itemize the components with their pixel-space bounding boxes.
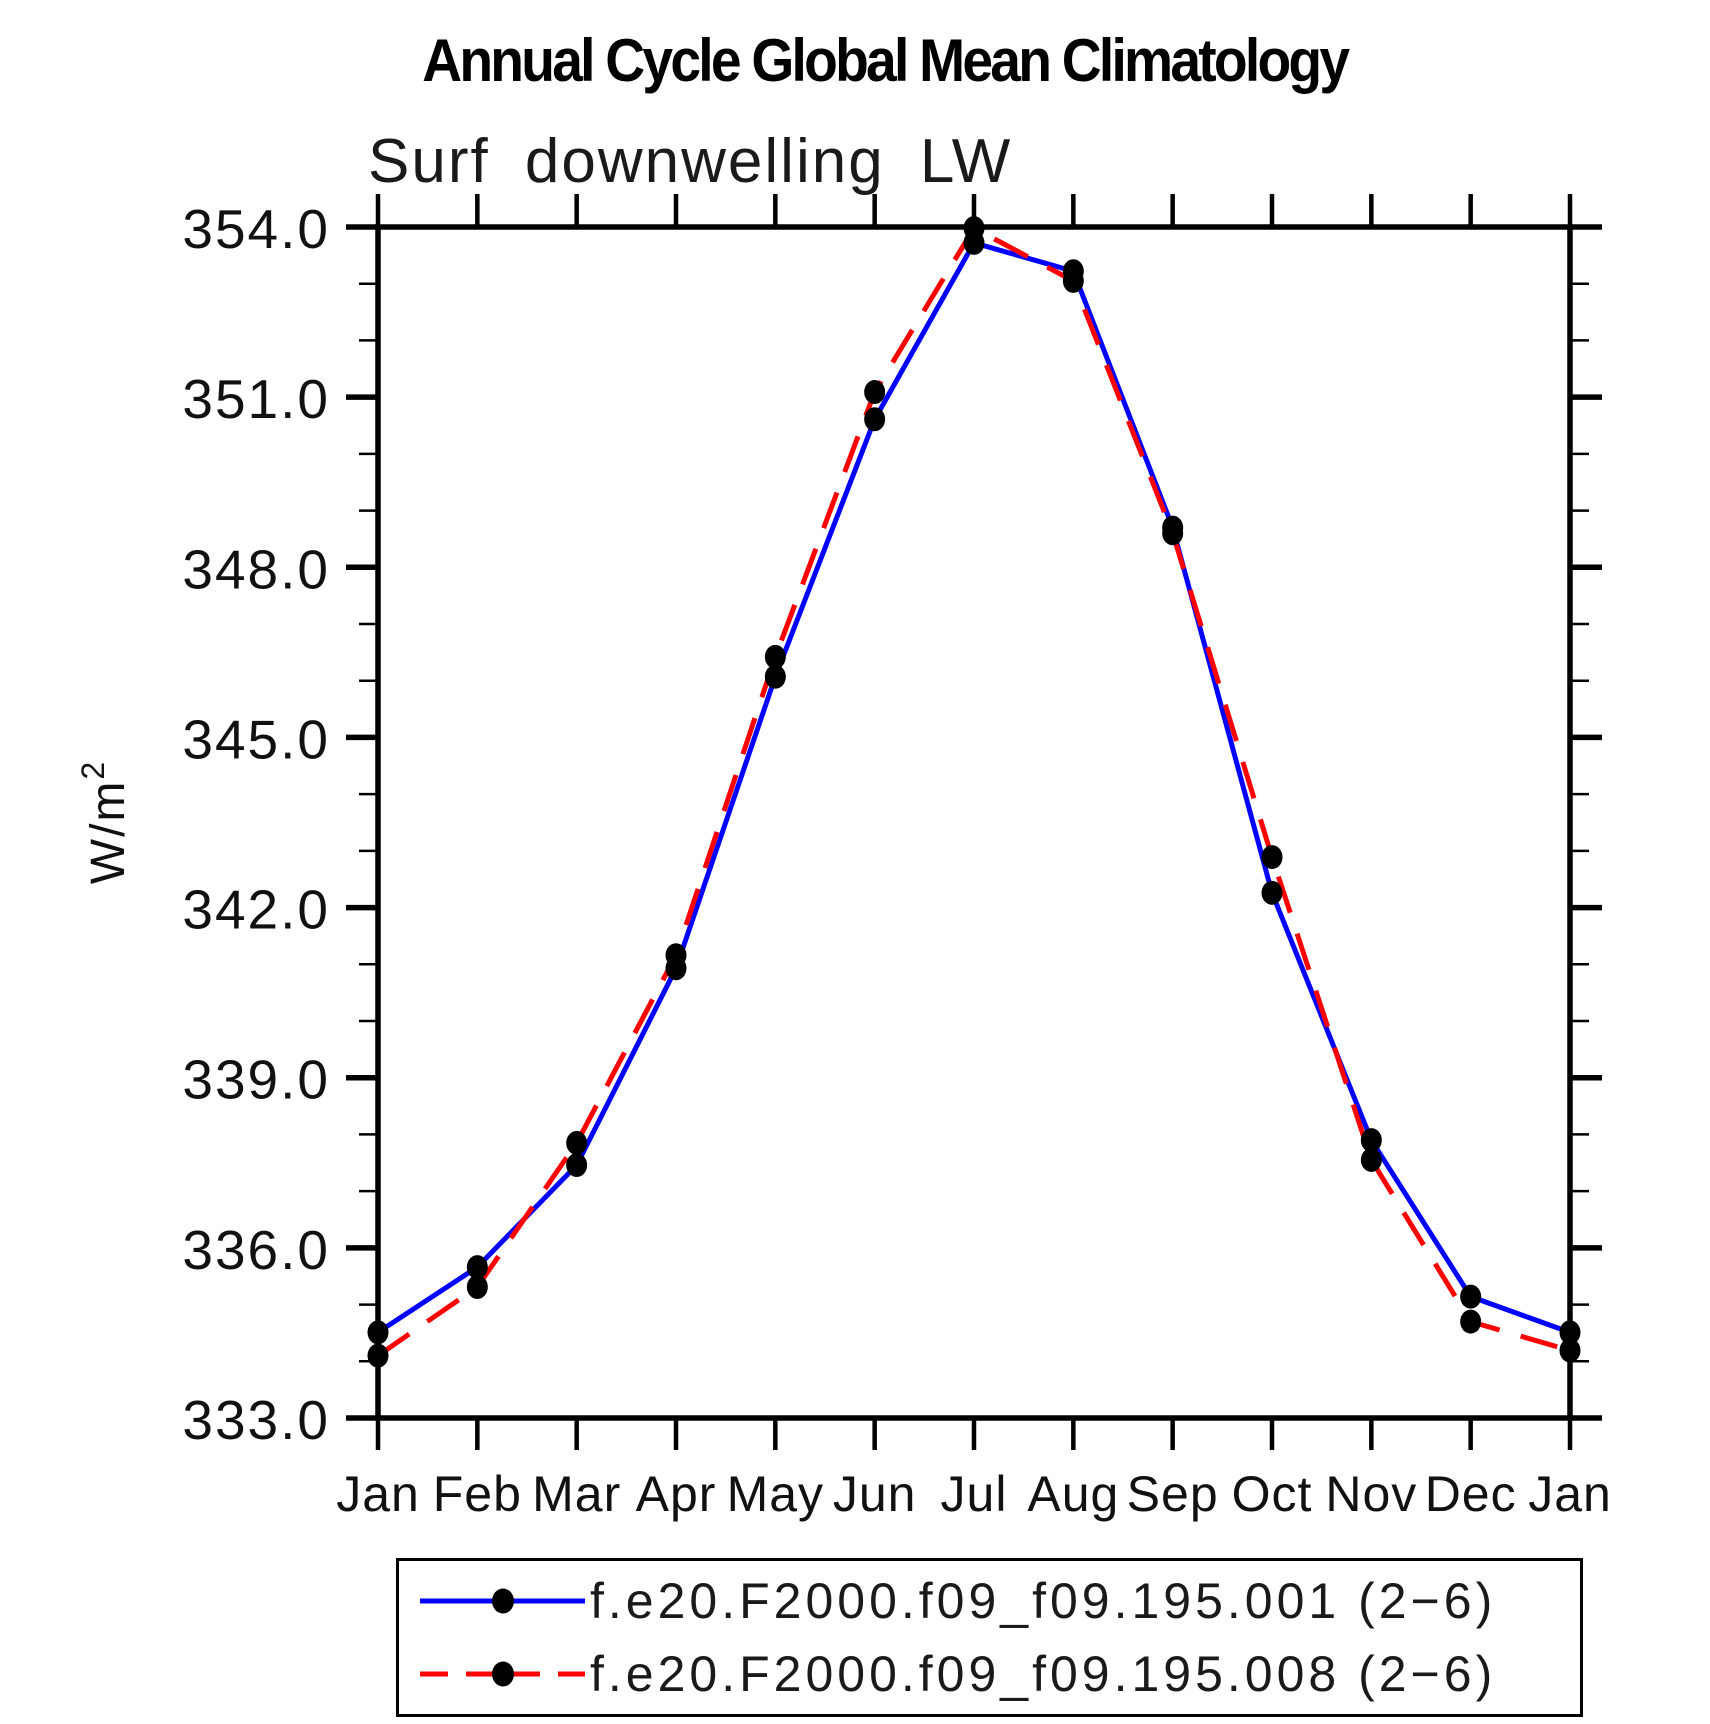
chart-title: Annual Cycle Global Mean Climatology	[380, 26, 1390, 95]
data-point-0-Feb	[466, 1255, 488, 1280]
data-point-0-Dec	[1460, 1284, 1482, 1309]
x-axis-tick-label: Sep	[1127, 1466, 1219, 1522]
chart-title-text: Annual Cycle Global Mean Climatology	[422, 27, 1350, 94]
legend-row-series-008: f.e20.F2000.f09_f09.195.008 (2−6)	[415, 1642, 1580, 1706]
data-point-1-Sep	[1162, 521, 1184, 546]
x-axis-tick-label: Feb	[433, 1466, 522, 1522]
legend-label-series-008: f.e20.F2000.f09_f09.195.008 (2−6)	[590, 1645, 1497, 1702]
y-axis-tick-label: 333.0	[182, 1389, 330, 1451]
legend: f.e20.F2000.f09_f09.195.001 (2−6) f.e20.…	[396, 1558, 1583, 1717]
data-point-1-Jan	[1559, 1338, 1581, 1363]
y-axis-tick-label: 342.0	[182, 879, 330, 941]
data-point-0-Nov	[1360, 1128, 1382, 1153]
x-axis-tick-label: May	[727, 1466, 824, 1522]
y-axis-tick-label: 336.0	[182, 1219, 330, 1281]
legend-marker-dashed-line-icon	[420, 1661, 585, 1687]
data-point-1-Jun	[864, 380, 886, 405]
chart-subtitle: Surf downwelling LW	[368, 127, 1013, 196]
y-axis-tick-label: 348.0	[182, 538, 330, 600]
x-axis-tick-label: Jan	[1528, 1466, 1612, 1522]
x-axis-tick-label: Jun	[833, 1466, 917, 1522]
x-axis-tick-label: Jul	[941, 1466, 1008, 1522]
data-point-1-May	[764, 644, 786, 669]
data-point-1-Jan	[367, 1343, 389, 1368]
data-point-1-Jul	[963, 216, 985, 241]
x-axis-tick-label: Aug	[1027, 1466, 1119, 1522]
data-point-1-Aug	[1062, 268, 1084, 293]
y-axis-tick-label: 339.0	[182, 1049, 330, 1111]
x-axis-tick-label: Apr	[636, 1466, 717, 1522]
y-axis-tick-label: 354.0	[182, 198, 330, 260]
plot-frame	[375, 224, 1573, 1421]
x-axis-tick-label: Oct	[1232, 1466, 1313, 1522]
x-axis-tick-label: Mar	[532, 1466, 621, 1522]
y-axis-tick-label: 351.0	[182, 368, 330, 430]
legend-marker-solid-line-icon	[420, 1588, 585, 1614]
legend-label-series-001: f.e20.F2000.f09_f09.195.001 (2−6)	[590, 1573, 1497, 1630]
x-axis-tick-label: Dec	[1425, 1466, 1517, 1522]
data-point-0-May	[764, 664, 786, 689]
data-point-0-Jun	[864, 407, 886, 432]
x-axis-tick-label: Nov	[1325, 1466, 1417, 1522]
data-point-0-Jan	[367, 1320, 389, 1345]
data-point-0-Mar	[566, 1153, 588, 1178]
x-axis-tick-label: Jan	[336, 1466, 420, 1522]
data-point-1-Oct	[1261, 845, 1283, 870]
data-point-1-Mar	[566, 1130, 588, 1155]
y-axis-title: W/m2	[75, 760, 135, 884]
data-point-1-Dec	[1460, 1309, 1482, 1334]
legend-row-series-001: f.e20.F2000.f09_f09.195.001 (2−6)	[415, 1569, 1580, 1633]
data-point-0-Oct	[1261, 880, 1283, 905]
data-point-1-Feb	[466, 1274, 488, 1299]
y-axis-tick-label: 345.0	[182, 708, 330, 770]
data-point-0-Jan	[1559, 1320, 1581, 1345]
data-point-1-Apr	[665, 943, 687, 968]
data-point-1-Nov	[1360, 1147, 1382, 1172]
